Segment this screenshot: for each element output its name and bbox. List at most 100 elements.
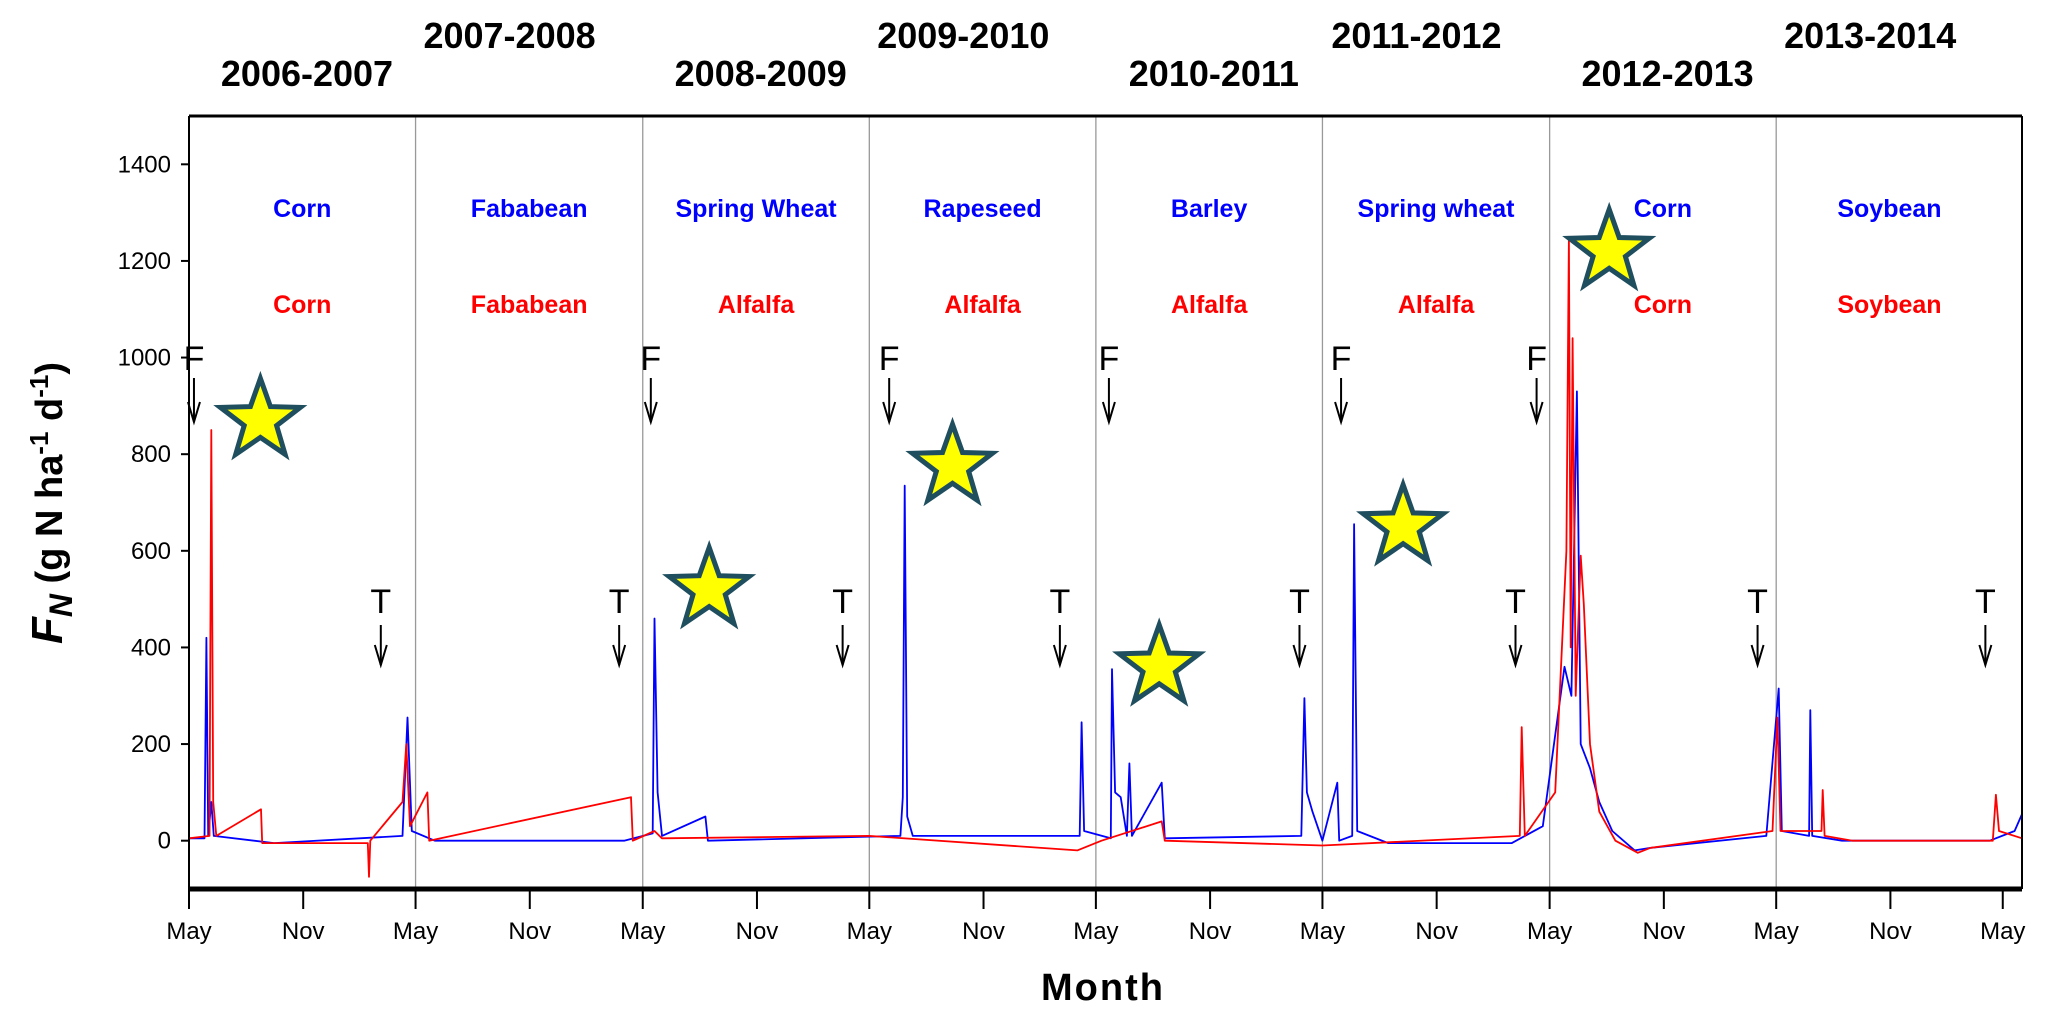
arrow-head <box>882 401 897 426</box>
red-crop-label: Fababean <box>471 291 588 319</box>
fertilization-marker: F <box>640 340 661 426</box>
marker-letter: F <box>1331 340 1352 378</box>
x-tick-label: May <box>393 918 438 945</box>
season-year-label: 2013-2014 <box>1784 15 1956 56</box>
fertilization-marker: F <box>879 340 900 426</box>
y-title-sub: N <box>43 593 79 617</box>
x-tick-label: Nov <box>282 918 325 945</box>
blue-crop-label: Soybean <box>1837 195 1941 223</box>
red-series-line <box>188 235 2023 878</box>
blue-crop-label: Corn <box>273 195 331 223</box>
marker-letter: T <box>1049 583 1070 621</box>
arrow-head <box>643 401 658 426</box>
x-tick-label: May <box>847 918 892 945</box>
marker-letter: T <box>609 583 630 621</box>
x-tick-label: Nov <box>1415 918 1458 945</box>
plot-frame <box>188 114 2023 892</box>
star-icon <box>213 370 308 461</box>
arrow-head <box>1750 644 1765 669</box>
tillage-marker: T <box>1505 583 1526 669</box>
fertilization-marker: F <box>1099 340 1120 426</box>
fertilization-marker: F <box>1526 340 1547 426</box>
x-tick-label: May <box>620 918 665 945</box>
fertilization-marker: F <box>184 340 204 426</box>
x-tick-label: May <box>1073 918 1118 945</box>
y-axis-title: FN (g N ha-1 d-1) <box>23 362 79 644</box>
season-year-label: 2008-2009 <box>675 53 847 94</box>
star-markers <box>213 201 1657 707</box>
blue-crop-label: Corn <box>1634 195 1692 223</box>
blue-crop-label: Spring wheat <box>1358 195 1516 223</box>
y-tick-label: 1400 <box>118 151 171 178</box>
x-axis-title: Month <box>1041 967 1165 1009</box>
y-title-f: F <box>23 616 72 644</box>
arrow-head <box>187 401 201 426</box>
arrow-head <box>1529 401 1544 426</box>
y-tick-label: 600 <box>131 538 171 565</box>
fertilization-marker: F <box>1331 340 1352 426</box>
arrow-head <box>612 644 627 669</box>
x-tick-label: May <box>1527 918 1572 945</box>
marker-letter: F <box>1526 340 1547 378</box>
y-tick-label: 200 <box>131 731 171 758</box>
season-year-label: 2009-2010 <box>877 15 1049 56</box>
marker-letter: T <box>370 583 391 621</box>
y-tick-label: 400 <box>131 634 171 661</box>
star-icon <box>662 540 757 630</box>
arrow-head <box>373 644 388 669</box>
star-icon <box>905 416 1000 507</box>
season-year-label: 2010-2011 <box>1129 53 1299 94</box>
red-crop-label: Alfalfa <box>1171 291 1249 319</box>
x-tick-label: Nov <box>508 918 551 945</box>
x-tick-label: May <box>1754 918 1799 945</box>
marker-letter: F <box>879 340 900 378</box>
star-icon <box>1112 617 1207 707</box>
blue-crop-label: Rapeseed <box>924 195 1042 223</box>
season-year-label: 2007-2008 <box>423 15 595 56</box>
y-title-unit3: ) <box>29 362 71 375</box>
tillage-marker: T <box>370 583 391 669</box>
red-crop-label: Alfalfa <box>944 291 1022 319</box>
marker-letter: T <box>1505 583 1526 621</box>
x-tick-label: Nov <box>962 918 1005 945</box>
x-tick-label: May <box>1300 918 1345 945</box>
tillage-marker: T <box>1049 583 1070 669</box>
season-separators <box>414 116 1777 889</box>
x-tick-label: Nov <box>1869 918 1912 945</box>
marker-letter: F <box>1099 340 1120 378</box>
x-tick-label: May <box>166 918 211 945</box>
tillage-marker: T <box>1975 583 1996 669</box>
season-year-label: 2012-2013 <box>1582 53 1754 94</box>
arrow-head <box>1334 401 1349 426</box>
y-axis: 0 200 400 600 800 1000 1200 1400 <box>118 151 189 855</box>
season-labels: 2006-2007 Corn Corn 2007-2008 Fababean Fababe… <box>221 15 1956 319</box>
marker-letter: T <box>1747 583 1768 621</box>
y-tick-label: 0 <box>158 828 171 855</box>
x-tick-label: Nov <box>736 918 779 945</box>
star-icon <box>1356 477 1451 567</box>
x-tick-label: Nov <box>1189 918 1232 945</box>
arrow-head <box>1978 644 1993 669</box>
marker-letter: T <box>1975 583 1996 621</box>
blue-crop-label: Fababean <box>471 195 588 223</box>
red-crop-label: Alfalfa <box>718 291 796 319</box>
marker-letter: T <box>832 583 853 621</box>
y-title-sup1: -1 <box>24 432 54 455</box>
series-lines <box>188 235 2023 878</box>
y-title-sup2: -1 <box>24 375 54 398</box>
red-crop-label: Corn <box>273 291 331 319</box>
red-crop-label: Alfalfa <box>1398 291 1476 319</box>
tillage-marker: T <box>609 583 630 669</box>
season-year-label: 2006-2007 <box>221 53 393 94</box>
tillage-marker: T <box>1289 583 1310 669</box>
tillage-marker: T <box>832 583 853 669</box>
y-tick-label: 1200 <box>118 248 171 275</box>
y-tick-label: 800 <box>131 441 171 468</box>
event-markers: F F F F F F T T T T T T T T <box>184 340 1996 669</box>
arrow-head <box>1052 644 1067 669</box>
x-axis: May Nov May Nov May Nov May Nov May Nov May Nov May N… <box>166 889 2025 945</box>
marker-letter: F <box>640 340 661 378</box>
red-crop-label: Soybean <box>1837 291 1941 319</box>
